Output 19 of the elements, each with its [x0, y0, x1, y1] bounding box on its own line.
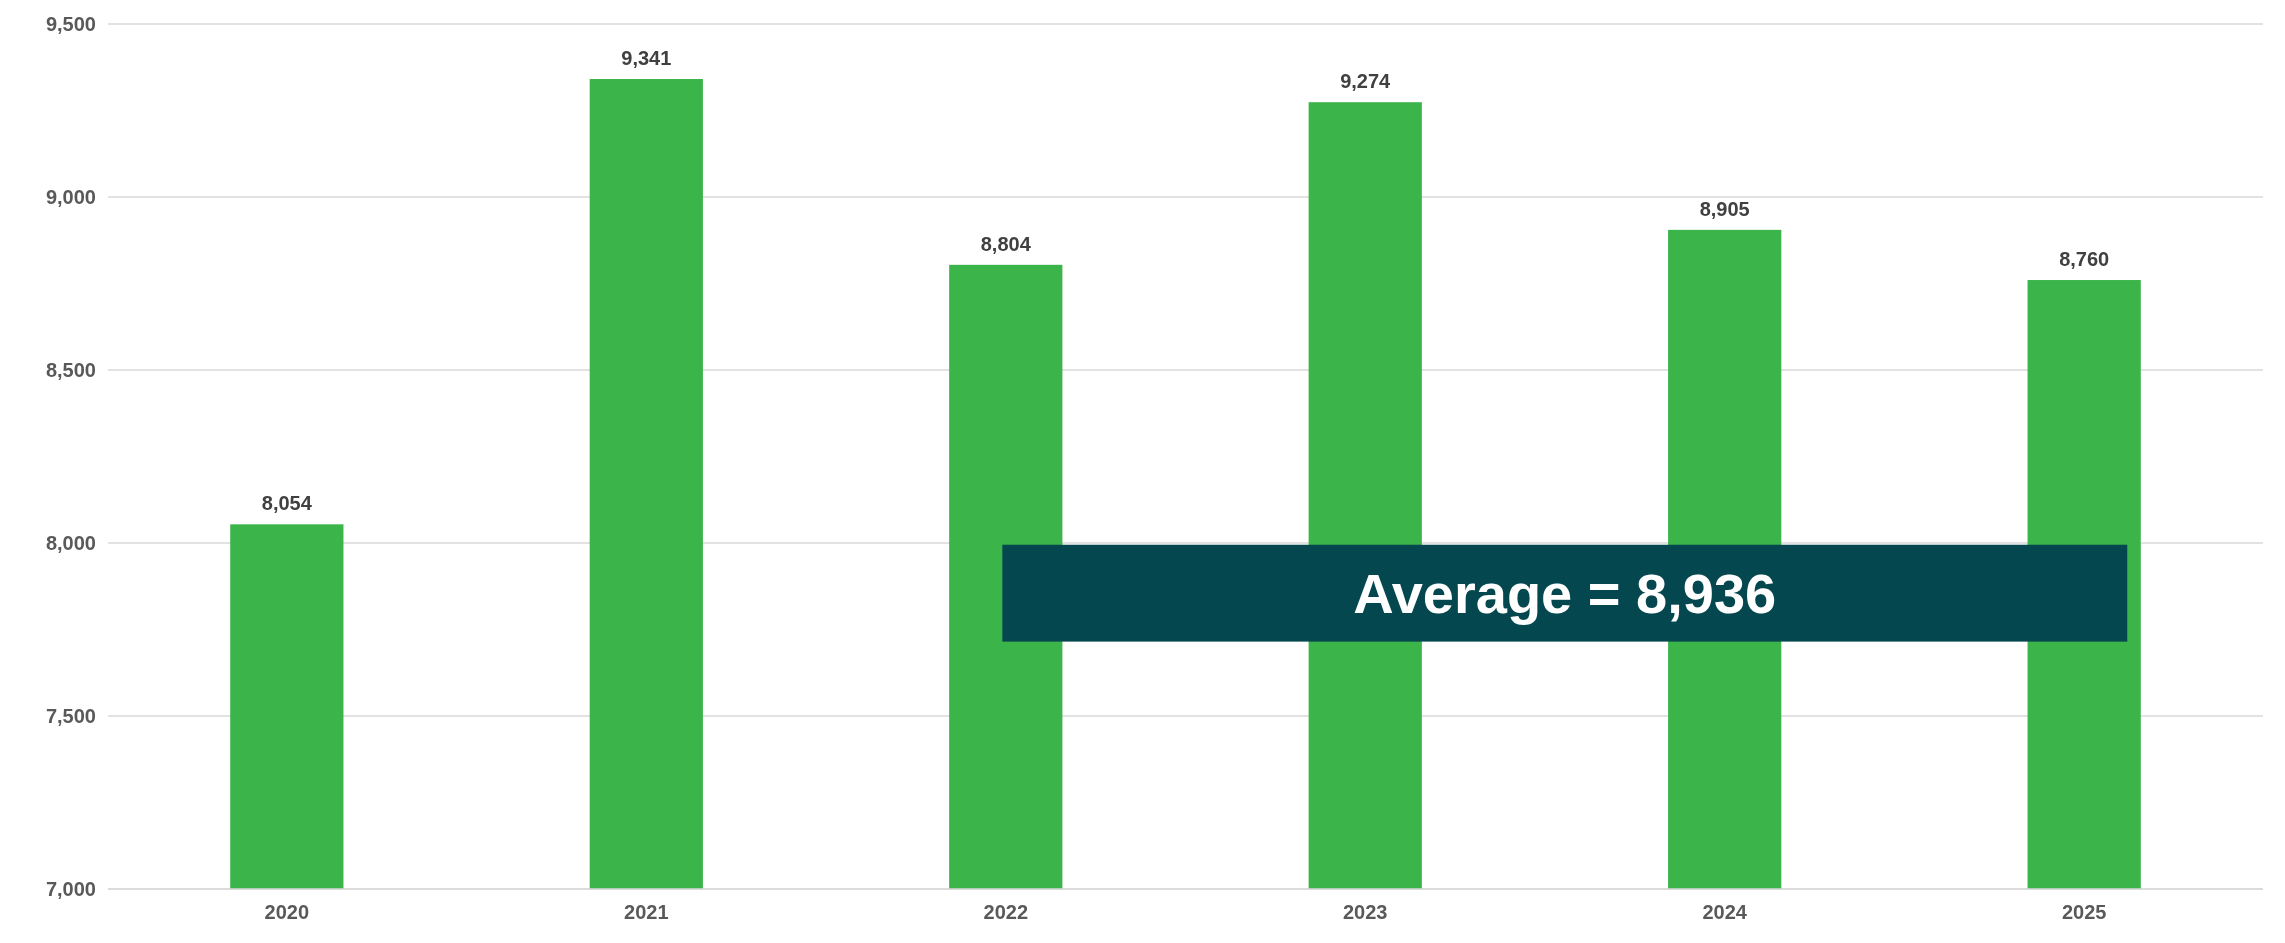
x-tick-label: 2024: [1702, 901, 1748, 923]
x-tick-label: 2022: [983, 901, 1029, 923]
y-tick-label: 8,500: [45, 359, 96, 381]
y-tick-label: 9,500: [45, 13, 96, 35]
data-label: 8,760: [2059, 248, 2110, 271]
y-tick-label: 9,000: [45, 186, 96, 208]
y-tick-label: 8,000: [45, 532, 96, 554]
y-tick-label: 7,000: [45, 878, 96, 900]
x-tick-label: 2025: [2061, 901, 2107, 923]
data-label: 8,905: [1699, 197, 1750, 220]
data-label: 9,274: [1340, 70, 1392, 93]
annotation: Average = 8,936: [1353, 561, 1777, 625]
y-tick-label: 7,500: [45, 705, 96, 727]
data-label: 9,341: [621, 47, 672, 70]
data-label: 8,804: [980, 232, 1032, 255]
x-tick-label: 2021: [624, 901, 669, 923]
x-tick-label: 2020: [264, 901, 310, 923]
x-tick-label: 2023: [1342, 901, 1388, 923]
data-label: 8,054: [261, 492, 313, 515]
